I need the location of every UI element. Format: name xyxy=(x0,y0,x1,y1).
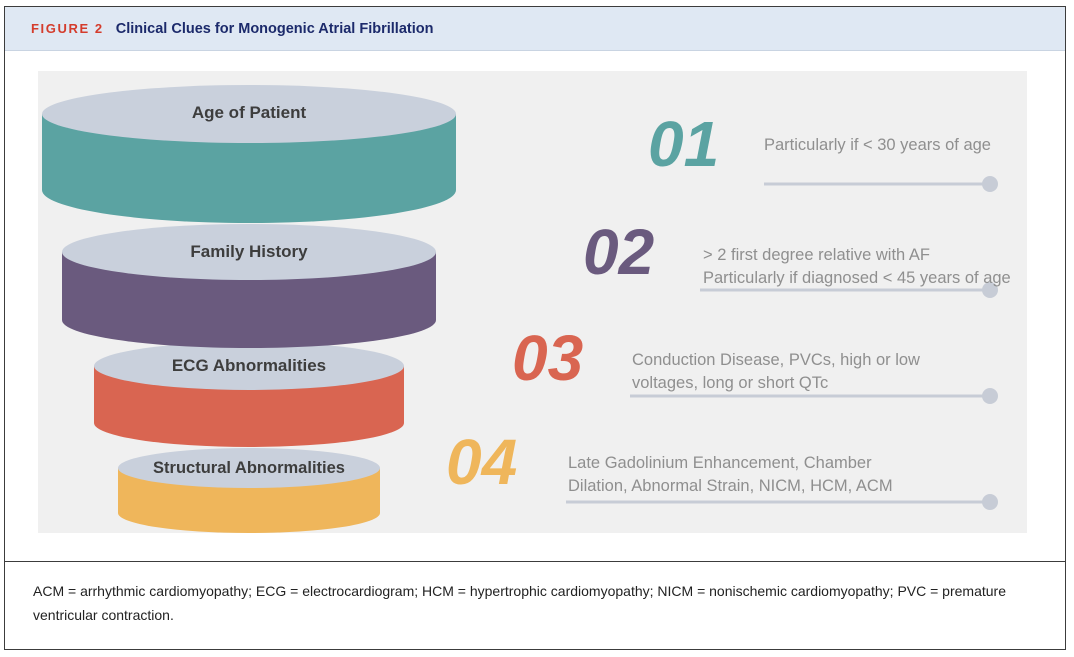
connector-1 xyxy=(764,176,998,192)
tier-2-number: 02 xyxy=(583,216,655,288)
tier-3-number: 03 xyxy=(512,322,584,394)
connector-3 xyxy=(630,388,998,404)
tier-2-description: > 2 first degree relative with AF Partic… xyxy=(703,244,1011,290)
tier-4-label: Structural Abnormalities xyxy=(153,459,345,477)
tier-4-number: 04 xyxy=(446,426,518,498)
connector-2-dot xyxy=(982,282,998,298)
tier-4-disc xyxy=(118,448,380,533)
connector-3-dot xyxy=(982,388,998,404)
figure-label: FIGURE 2 xyxy=(31,21,104,36)
tier-4-description: Late Gadolinium Enhancement, Chamber Dil… xyxy=(568,452,893,498)
tier-3-top xyxy=(94,342,404,390)
tier-3-label: ECG Abnormalities xyxy=(171,356,327,375)
tier-2-label: Family History xyxy=(190,242,308,261)
tier-1-label: Age of Patient xyxy=(191,103,307,122)
tier-3-description-line-1: Conduction Disease, PVCs, high or low xyxy=(632,351,920,369)
footnote-separator xyxy=(5,561,1065,562)
tier-4-top xyxy=(118,448,380,488)
connector-1-dot xyxy=(982,176,998,192)
figure-title: Clinical Clues for Monogenic Atrial Fibr… xyxy=(115,20,434,37)
tier-2-description-line-2: Particularly if diagnosed < 45 years of … xyxy=(703,269,1011,287)
tier-3-disc xyxy=(94,342,404,447)
tier-1-top xyxy=(42,85,456,143)
tier-1-description: Particularly if < 30 years of age xyxy=(764,134,991,157)
connector-2 xyxy=(700,282,998,298)
tier-3-description: Conduction Disease, PVCs, high or low vo… xyxy=(632,349,920,395)
tier-4-description-line-2: Dilation, Abnormal Strain, NICM, HCM, AC… xyxy=(568,477,893,495)
tier-2-top xyxy=(62,224,436,280)
tier-4-description-line-1: Late Gadolinium Enhancement, Chamber xyxy=(568,454,872,472)
tier-2-disc xyxy=(62,224,436,348)
tier-3-description-line-2: voltages, long or short QTc xyxy=(632,374,829,392)
tier-1-body xyxy=(42,114,456,223)
tier-1-disc xyxy=(42,85,456,223)
connector-4 xyxy=(566,494,998,510)
footnote: ACM = arrhythmic cardiomyopathy; ECG = e… xyxy=(33,583,1006,623)
connector-4-dot xyxy=(982,494,998,510)
tier-1-number: 01 xyxy=(648,108,720,180)
tier-1-description-line-1: Particularly if < 30 years of age xyxy=(764,136,991,154)
tier-2-description-line-1: > 2 first degree relative with AF xyxy=(703,246,930,264)
figure-header: FIGURE 2 Clinical Clues for Monogenic At… xyxy=(5,7,1065,51)
